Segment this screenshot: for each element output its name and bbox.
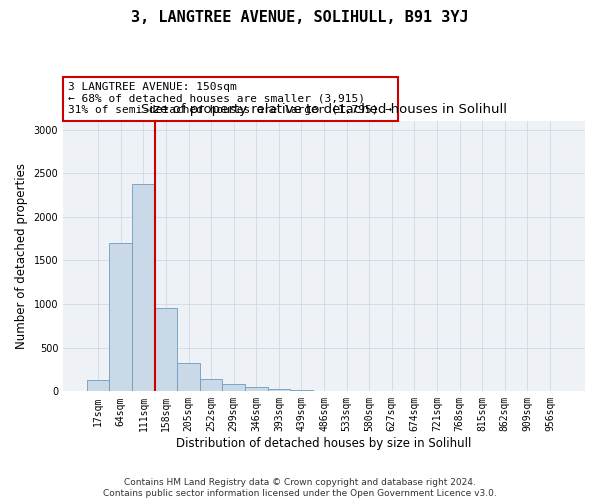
Y-axis label: Number of detached properties: Number of detached properties — [15, 163, 28, 349]
X-axis label: Distribution of detached houses by size in Solihull: Distribution of detached houses by size … — [176, 437, 472, 450]
Bar — [290, 390, 313, 392]
Bar — [200, 378, 223, 392]
Bar — [223, 384, 245, 392]
Bar — [132, 184, 155, 392]
Bar — [109, 243, 132, 392]
Text: Contains HM Land Registry data © Crown copyright and database right 2024.
Contai: Contains HM Land Registry data © Crown c… — [103, 478, 497, 498]
Bar — [177, 362, 200, 392]
Bar — [87, 380, 109, 392]
Title: Size of property relative to detached houses in Solihull: Size of property relative to detached ho… — [141, 102, 507, 116]
Bar — [245, 387, 268, 392]
Bar — [155, 308, 177, 392]
Text: 3, LANGTREE AVENUE, SOLIHULL, B91 3YJ: 3, LANGTREE AVENUE, SOLIHULL, B91 3YJ — [131, 10, 469, 25]
Bar — [313, 390, 335, 392]
Text: 3 LANGTREE AVENUE: 150sqm
← 68% of detached houses are smaller (3,915)
31% of se: 3 LANGTREE AVENUE: 150sqm ← 68% of detac… — [68, 82, 392, 116]
Bar — [268, 388, 290, 392]
